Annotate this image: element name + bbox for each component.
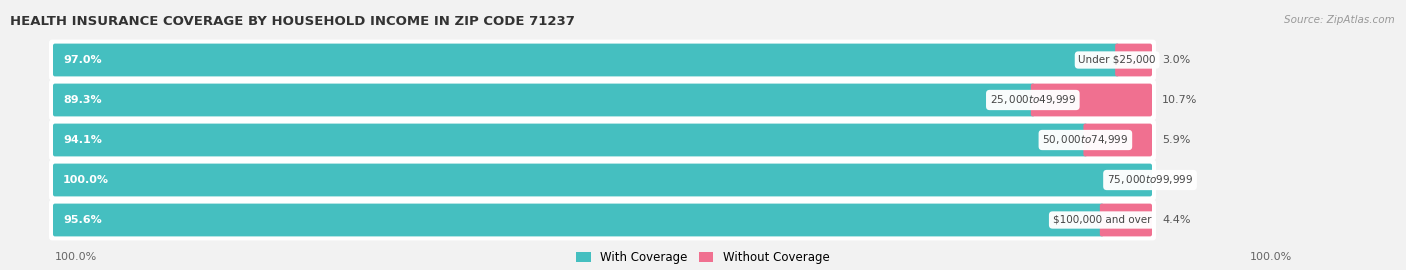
FancyBboxPatch shape	[1115, 43, 1152, 76]
FancyBboxPatch shape	[53, 43, 1119, 76]
Text: 89.3%: 89.3%	[63, 95, 101, 105]
Text: 94.1%: 94.1%	[63, 135, 101, 145]
Text: $25,000 to $49,999: $25,000 to $49,999	[990, 93, 1076, 106]
FancyBboxPatch shape	[53, 204, 1104, 237]
Text: $100,000 and over: $100,000 and over	[1053, 215, 1152, 225]
Text: 97.0%: 97.0%	[63, 55, 101, 65]
Text: 100.0%: 100.0%	[55, 252, 97, 262]
Legend: With Coverage, Without Coverage: With Coverage, Without Coverage	[576, 251, 830, 264]
FancyBboxPatch shape	[49, 80, 1156, 120]
Text: 0.0%: 0.0%	[1161, 175, 1191, 185]
Text: 5.9%: 5.9%	[1161, 135, 1191, 145]
FancyBboxPatch shape	[53, 164, 1152, 196]
Text: 95.6%: 95.6%	[63, 215, 101, 225]
FancyBboxPatch shape	[49, 160, 1156, 200]
FancyBboxPatch shape	[1084, 124, 1152, 156]
Text: 100.0%: 100.0%	[1250, 252, 1292, 262]
FancyBboxPatch shape	[1031, 84, 1152, 116]
Text: Source: ZipAtlas.com: Source: ZipAtlas.com	[1284, 15, 1395, 25]
Text: $50,000 to $74,999: $50,000 to $74,999	[1042, 133, 1129, 147]
Text: 3.0%: 3.0%	[1161, 55, 1191, 65]
Text: Under $25,000: Under $25,000	[1078, 55, 1156, 65]
FancyBboxPatch shape	[49, 120, 1156, 160]
FancyBboxPatch shape	[49, 200, 1156, 240]
FancyBboxPatch shape	[53, 84, 1035, 116]
FancyBboxPatch shape	[53, 124, 1087, 156]
Text: 4.4%: 4.4%	[1161, 215, 1191, 225]
FancyBboxPatch shape	[49, 40, 1156, 80]
Text: 10.7%: 10.7%	[1161, 95, 1198, 105]
FancyBboxPatch shape	[1099, 204, 1152, 237]
Text: 100.0%: 100.0%	[63, 175, 110, 185]
Text: $75,000 to $99,999: $75,000 to $99,999	[1107, 174, 1194, 187]
Text: HEALTH INSURANCE COVERAGE BY HOUSEHOLD INCOME IN ZIP CODE 71237: HEALTH INSURANCE COVERAGE BY HOUSEHOLD I…	[10, 15, 575, 28]
